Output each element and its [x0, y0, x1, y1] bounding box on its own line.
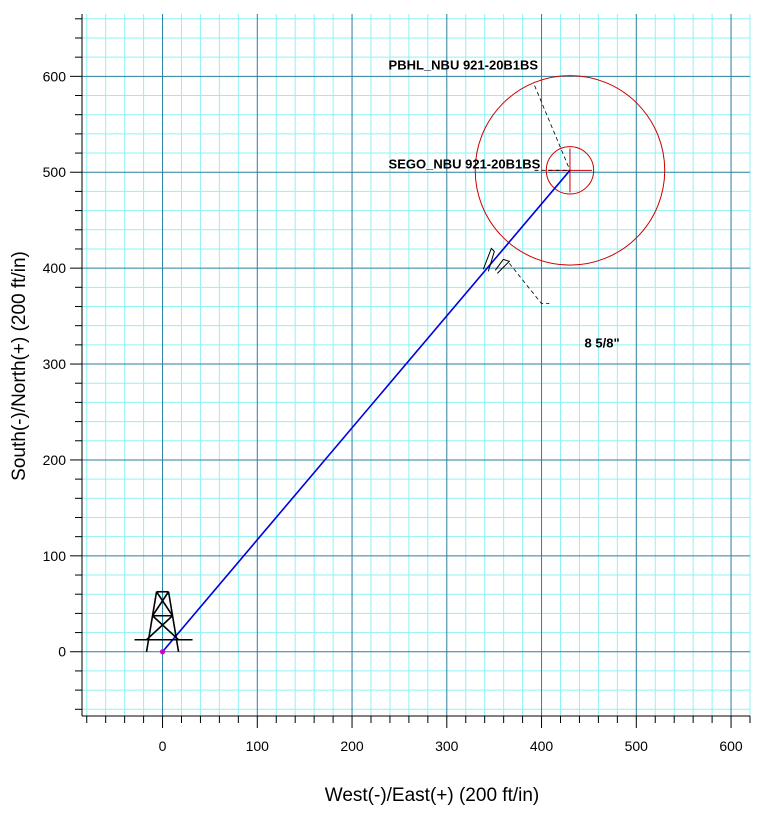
minor-grid [82, 14, 751, 716]
rig-strut [145, 615, 174, 641]
casing-label: 8 5/8" [585, 335, 620, 350]
x-tick-label: 200 [340, 738, 364, 754]
major-grid [82, 14, 750, 716]
y-axis-title: South(-)/North(+) (200 ft/in) [9, 251, 30, 481]
x-tick-label: 400 [530, 738, 554, 754]
x-tick-label: 0 [159, 738, 167, 754]
rig-icon [134, 590, 193, 652]
casing-leader-line [509, 263, 550, 304]
casing-marker-right [494, 258, 511, 274]
x-tick-label: 100 [246, 738, 270, 754]
target-label: PBHL_NBU 921-20B1BS [389, 58, 539, 73]
target-label: SEGO_NBU 921-20B1BS [389, 156, 541, 171]
rig-strut [145, 591, 158, 652]
y-tick-label: 0 [58, 644, 66, 660]
axes [81, 14, 750, 717]
rig-strut [155, 591, 174, 617]
y-tick-label: 400 [43, 260, 67, 276]
tick-labels: 0 100 200 300 400 500 600 0 100 200 300 400 500 600 [43, 68, 743, 754]
x-axis-title: West(-)/East(+) (200 ft/in) [325, 785, 540, 806]
trajectory-line [161, 169, 571, 653]
annotations: PBHL_NBU 921-20B1BS SEGO_NBU 921-20B1BS 8 … [389, 58, 620, 351]
x-tick-label: 300 [435, 738, 459, 754]
surface-location-marker [159, 649, 166, 655]
y-tick-label: 600 [43, 68, 67, 84]
rig-strut [167, 591, 180, 652]
x-tick-label: 600 [719, 738, 743, 754]
pbhl-leader-line [534, 85, 571, 171]
y-tick-label: 100 [43, 548, 67, 564]
target-circle [474, 75, 666, 266]
y-tick-label: 300 [43, 356, 67, 372]
series [159, 169, 571, 655]
ticks [70, 18, 751, 728]
y-tick-label: 200 [43, 452, 67, 468]
targets [474, 75, 666, 266]
target-circle [545, 146, 595, 195]
x-tick-label: 500 [625, 738, 649, 754]
plot-background [82, 14, 750, 716]
rig-strut [151, 615, 180, 641]
y-tick-label: 500 [43, 164, 67, 180]
casing-marker-left [482, 247, 495, 272]
rig-strut [151, 591, 170, 617]
